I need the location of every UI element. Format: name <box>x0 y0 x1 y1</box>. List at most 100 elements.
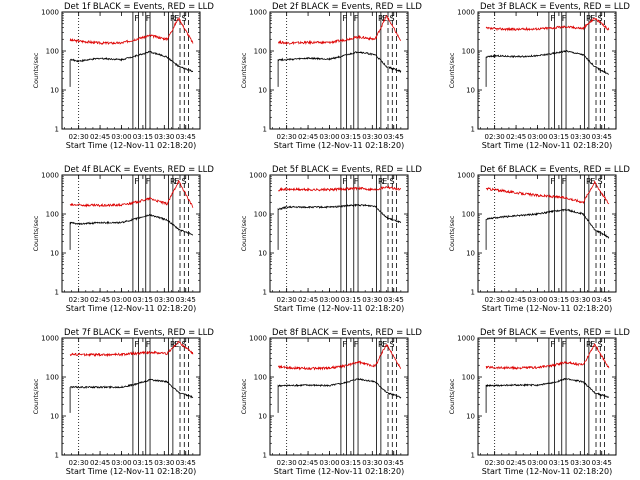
x-tick-label: 02:45 <box>298 296 318 304</box>
events-series-line <box>69 213 194 250</box>
panel-title: Det 1f BLACK = Events, RED = LLD <box>64 2 214 12</box>
flag-label: R <box>586 14 592 23</box>
x-tick-label: 03:15 <box>341 296 361 304</box>
y-tick-label: 1000 <box>457 335 475 343</box>
x-tick-label: 02:45 <box>506 296 526 304</box>
flag-label: S <box>597 177 602 186</box>
x-tick-label: 02:30 <box>277 296 297 304</box>
panel-7: Det 7f BLACK = Events, RED = LLD 1 10 100 10… <box>32 328 214 476</box>
flag-label: F <box>342 14 347 23</box>
x-axis-label: Start Time (12-Nov-11 02:18:20) <box>274 304 404 313</box>
panel-title: Det 9f BLACK = Events, RED = LLD <box>480 328 630 338</box>
flag-label: S <box>181 340 186 349</box>
flag-label: S <box>389 340 394 349</box>
x-tick-label: 03:00 <box>319 296 339 304</box>
x-tick-label: 02:30 <box>485 133 505 141</box>
x-axis-label: Start Time (12-Nov-11 02:18:20) <box>66 141 196 150</box>
x-tick-label: 02:30 <box>69 459 89 467</box>
x-tick-label: 03:30 <box>570 459 590 467</box>
y-tick-label: 10 <box>50 413 59 421</box>
y-tick-label: 1 <box>55 289 59 297</box>
x-tick-label: 02:45 <box>90 133 110 141</box>
flag-label: F <box>550 340 555 349</box>
y-tick-label: 1 <box>55 452 59 460</box>
y-tick-label: 1000 <box>249 172 267 180</box>
panel-5: Det 5f BLACK = Events, RED = LLD 1 10 100 10… <box>240 165 422 313</box>
x-tick-label: 03:15 <box>549 459 569 467</box>
y-tick-label: 1 <box>263 452 267 460</box>
x-tick-label: 03:15 <box>549 296 569 304</box>
x-tick-label: 03:15 <box>133 459 153 467</box>
flag-label: E <box>174 14 179 23</box>
flag-label: F <box>342 340 347 349</box>
plot-frame <box>269 11 409 130</box>
x-tick-label: 03:30 <box>154 459 174 467</box>
panel-6: Det 6f BLACK = Events, RED = LLD 1 10 100 10… <box>448 165 630 313</box>
panel-title: Det 2f BLACK = Events, RED = LLD <box>272 2 422 12</box>
flag-label: F <box>562 340 567 349</box>
x-tick-label: 02:30 <box>277 459 297 467</box>
x-tick-label: 03:45 <box>176 459 196 467</box>
flag-label: E <box>590 340 595 349</box>
lld-series-line <box>485 180 610 205</box>
flag-label: E <box>382 177 387 186</box>
y-axis-label: Counts/sec <box>448 378 456 414</box>
flag-label: F <box>146 14 151 23</box>
y-tick-label: 1000 <box>457 172 475 180</box>
x-tick-label: 02:30 <box>69 296 89 304</box>
x-tick-label: 03:30 <box>570 296 590 304</box>
y-tick-label: 10 <box>50 87 59 95</box>
y-tick-label: 10 <box>258 87 267 95</box>
flag-label: S <box>181 177 186 186</box>
lld-series-line <box>69 179 194 208</box>
x-tick-label: 03:00 <box>527 133 547 141</box>
x-tick-label: 03:45 <box>384 133 404 141</box>
flag-label: F <box>562 177 567 186</box>
lld-series-line <box>485 17 610 32</box>
flag-label: F <box>354 177 359 186</box>
x-axis-label: Start Time (12-Nov-11 02:18:20) <box>482 141 612 150</box>
x-tick-label: 03:45 <box>384 296 404 304</box>
panel-2: Det 2f BLACK = Events, RED = LLD 1 10 100 10… <box>240 2 422 150</box>
panel-3: Det 3f BLACK = Events, RED = LLD 1 10 100 10… <box>448 2 630 150</box>
x-tick-label: 02:45 <box>298 459 318 467</box>
flag-label: F <box>134 14 139 23</box>
flag-label: S <box>389 177 394 186</box>
x-axis-label: Start Time (12-Nov-11 02:18:20) <box>482 304 612 313</box>
x-tick-label: 03:15 <box>341 133 361 141</box>
x-tick-label: 03:30 <box>154 296 174 304</box>
y-tick-label: 100 <box>254 374 267 382</box>
plot-frame <box>477 174 617 293</box>
flag-label: R <box>378 177 384 186</box>
plot-frame <box>269 337 409 456</box>
y-tick-label: 10 <box>466 87 475 95</box>
y-tick-label: 100 <box>462 374 475 382</box>
y-tick-label: 1 <box>471 289 475 297</box>
x-tick-label: 02:45 <box>90 459 110 467</box>
x-axis-label: Start Time (12-Nov-11 02:18:20) <box>66 467 196 476</box>
y-tick-label: 100 <box>462 211 475 219</box>
x-axis-label: Start Time (12-Nov-11 02:18:20) <box>482 467 612 476</box>
plot-frame <box>477 11 617 130</box>
plot-frame <box>477 337 617 456</box>
x-tick-label: 02:45 <box>506 133 526 141</box>
flag-label: S <box>389 14 394 23</box>
x-tick-label: 03:00 <box>319 459 339 467</box>
x-axis-label: Start Time (12-Nov-11 02:18:20) <box>274 467 404 476</box>
flag-label: F <box>134 177 139 186</box>
flag-label: R <box>586 340 592 349</box>
flag-label: S <box>597 340 602 349</box>
y-tick-label: 1 <box>263 126 267 134</box>
flag-label: R <box>170 340 176 349</box>
x-tick-label: 03:45 <box>592 133 612 141</box>
flag-label: E <box>174 177 179 186</box>
flag-label: F <box>146 340 151 349</box>
panel-title: Det 4f BLACK = Events, RED = LLD <box>64 165 214 175</box>
y-axis-label: Counts/sec <box>32 215 40 251</box>
flag-label: F <box>550 177 555 186</box>
y-tick-label: 1000 <box>457 9 475 17</box>
x-tick-label: 03:45 <box>384 459 404 467</box>
x-axis-label: Start Time (12-Nov-11 02:18:20) <box>274 141 404 150</box>
panel-title: Det 8f BLACK = Events, RED = LLD <box>272 328 422 338</box>
